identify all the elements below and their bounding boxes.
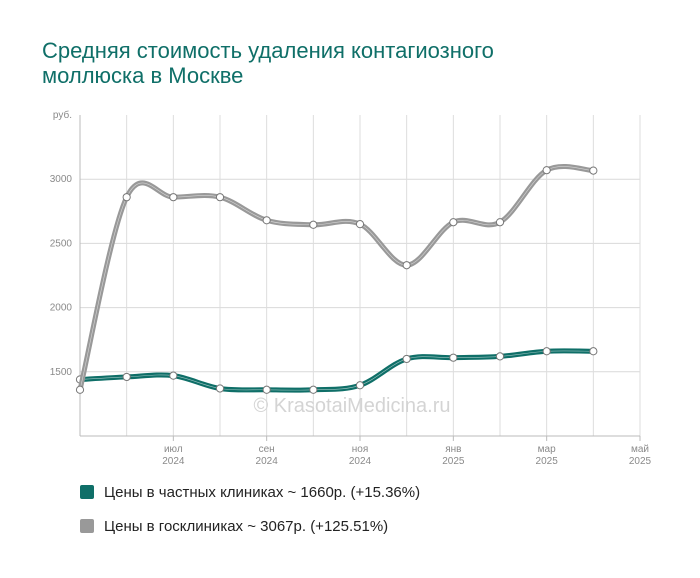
data-point-private[interactable] [215,384,225,393]
data-point-private[interactable] [355,381,365,390]
data-point-public[interactable] [215,193,225,202]
data-point-public[interactable] [449,218,458,227]
x-tick-label-month: янв [445,444,461,455]
chart-axes: 1500200025003000руб.июл2024сен2024ноя202… [50,109,652,467]
data-point-private[interactable] [495,352,505,361]
x-tick-label-year: 2025 [629,456,652,467]
data-point-private[interactable] [122,372,131,382]
data-point-public[interactable] [309,220,318,229]
chart-series [75,164,598,394]
data-point-public[interactable] [589,166,598,175]
chart-title-line1: Средняя стоимость удаления контагиозного [42,38,494,63]
y-tick-label: 2500 [50,238,73,249]
data-point-public[interactable] [355,220,365,229]
legend-swatch-public [80,519,94,533]
data-point-public[interactable] [495,218,505,227]
y-axis-label: руб. [53,109,72,121]
data-point-public[interactable] [402,261,411,270]
data-point-private[interactable] [262,385,271,394]
data-point-public[interactable] [75,385,85,394]
y-tick-label: 1500 [50,367,73,378]
series-private [75,347,598,394]
x-tick-label-year: 2025 [442,456,465,467]
data-point-public[interactable] [169,193,178,202]
x-tick-label-month: сен [259,444,275,455]
data-point-private[interactable] [589,347,598,356]
chart-title-line2: моллюска в Москве [42,63,244,88]
series-line-private [77,348,596,393]
data-point-private[interactable] [449,353,458,362]
data-point-public[interactable] [122,193,131,202]
x-tick-label-year: 2025 [536,456,559,467]
y-tick-label: 2000 [50,303,73,314]
legend-label-public: Цены в госклиниках ~ 3067р. (+125.51%) [104,517,389,535]
x-tick-label-month: июл [164,444,183,455]
x-tick-label-month: мар [538,444,556,455]
data-point-private[interactable] [169,371,178,380]
x-tick-label-month: ноя [352,444,369,455]
data-point-private[interactable] [542,347,551,356]
x-tick-label-month: май [631,444,649,455]
legend-swatch-private [80,485,94,499]
data-point-private[interactable] [309,385,318,394]
data-point-private[interactable] [402,354,411,364]
legend-label-private: Цены в частных клиниках ~ 1660р. (+15.36… [104,483,421,501]
watermark: © KrasotaiMedicina.ru [253,395,450,417]
legend-item-public[interactable]: Цены в госклиниках ~ 3067р. (+125.51%) [80,516,420,536]
x-tick-label-year: 2024 [256,456,279,467]
y-tick-label: 3000 [50,174,73,185]
legend-item-private[interactable]: Цены в частных клиниках ~ 1660р. (+15.36… [80,482,420,502]
legend: Цены в частных клиниках ~ 1660р. (+15.36… [80,482,420,550]
x-tick-label-year: 2024 [349,456,372,467]
series-public [75,164,598,394]
data-point-public[interactable] [542,166,551,175]
x-tick-label-year: 2024 [162,456,185,467]
chart-title: Средняя стоимость удаления контагиозного… [42,38,602,88]
data-point-public[interactable] [262,216,271,225]
